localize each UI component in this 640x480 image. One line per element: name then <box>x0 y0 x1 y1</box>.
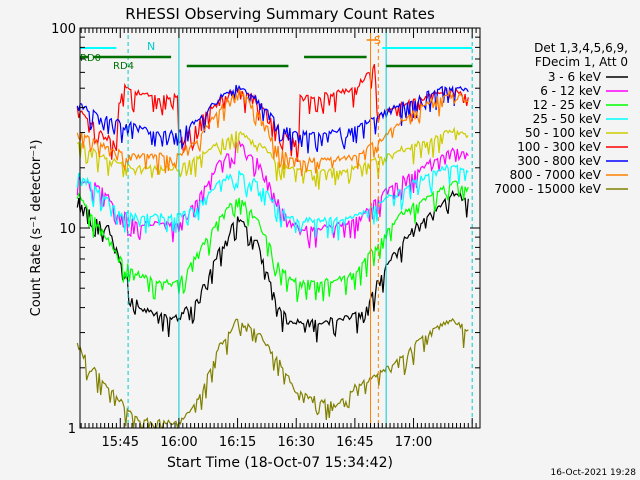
x-axis-label: Start Time (18-Oct-07 15:34:42) <box>167 455 393 471</box>
series-line-3 <box>76 163 469 241</box>
series-line-2 <box>76 180 469 303</box>
y-axis-label: Count Rate (s⁻¹ detector⁻¹) <box>29 140 44 317</box>
x-tick-label-2: 16:15 <box>219 435 256 450</box>
markers-layer <box>80 28 473 428</box>
y-tick-label-2: 100 <box>51 22 76 37</box>
legend-label-2: 12 - 25 keV <box>533 98 602 112</box>
legend-header-line-2: FDecim 1, Att 0 <box>535 55 628 69</box>
series-layer <box>76 64 469 430</box>
legend: Det 1,3,4,5,6,9, FDecim 1, Att 0 3 - 6 k… <box>494 41 628 196</box>
legend-label-1: 6 - 12 keV <box>540 84 602 98</box>
legend-label-8: 7000 - 15000 keV <box>494 182 601 196</box>
timestamp: 16-Oct-2021 19:28 <box>551 468 637 478</box>
axes-layer: 1 10 100 15:45 16:00 16:15 16:30 16:45 17:00 <box>51 22 481 450</box>
series-line-0 <box>76 189 469 343</box>
series-line-6 <box>76 84 469 154</box>
y-tick-label-0: 1 <box>68 422 76 437</box>
x-tick-label-4: 16:45 <box>336 435 373 450</box>
y-tick-label-1: 10 <box>59 222 76 237</box>
series-line-1 <box>76 140 469 249</box>
series-line-7 <box>76 87 469 177</box>
saa-label: S <box>374 34 381 47</box>
x-tick-label-1: 16:00 <box>160 435 197 450</box>
series-line-8 <box>76 317 469 430</box>
legend-label-3: 25 - 50 keV <box>533 112 602 126</box>
x-tick-label-3: 16:30 <box>277 435 314 450</box>
rd4-label: RD4 <box>113 61 134 72</box>
night-label: N <box>147 40 155 53</box>
legend-label-0: 3 - 6 keV <box>548 70 602 84</box>
legend-label-5: 100 - 300 keV <box>517 140 601 154</box>
legend-label-4: 50 - 100 keV <box>525 126 602 140</box>
legend-label-6: 300 - 800 keV <box>517 154 601 168</box>
rd0-label: RD0 <box>80 53 101 64</box>
legend-header-line-1: Det 1,3,4,5,6,9, <box>534 41 628 55</box>
x-tick-label-5: 17:00 <box>395 435 432 450</box>
chart-title: RHESSI Observing Summary Count Rates <box>125 5 435 23</box>
legend-label-7: 800 - 7000 keV <box>510 168 602 182</box>
series-line-4 <box>76 126 469 190</box>
x-tick-label-0: 15:45 <box>102 435 139 450</box>
